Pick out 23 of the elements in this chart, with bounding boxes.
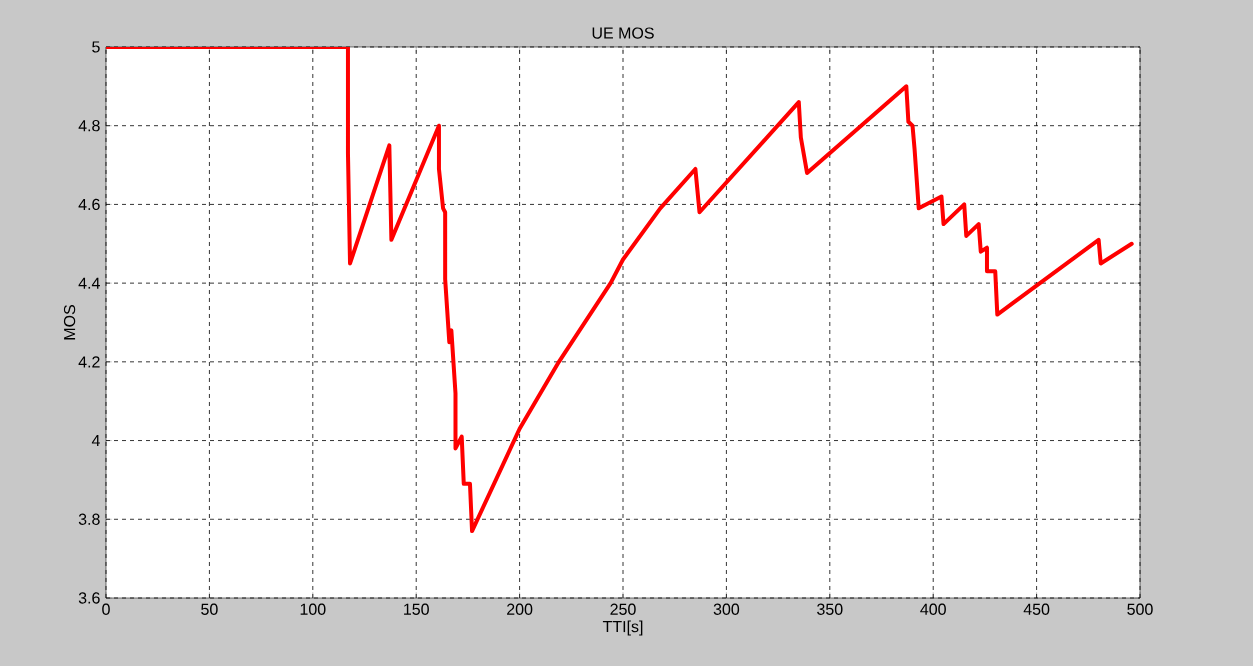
x-tick-label: 350 [817, 603, 843, 615]
y-tick-label: 3.6 [78, 592, 100, 604]
y-tick-label: 3.8 [78, 513, 100, 525]
x-tick-label: 100 [300, 603, 326, 615]
y-tick-label: 4.4 [78, 277, 100, 289]
x-tick-label: 250 [610, 603, 636, 615]
y-tick-label: 5 [92, 41, 100, 53]
y-axis-title: MOS [63, 305, 76, 340]
x-tick-label: 200 [507, 603, 533, 615]
x-tick-label: 400 [920, 603, 946, 615]
x-tick-label: 150 [404, 603, 429, 615]
x-tick-label: 500 [1127, 603, 1153, 615]
x-tick-label: 450 [1023, 603, 1050, 615]
y-tick-label: 4.8 [78, 120, 100, 132]
y-tick-label: 4.2 [78, 356, 100, 368]
x-tick-label: 50 [201, 603, 218, 615]
chart-title: UE MOS [592, 27, 654, 39]
y-tick-label: 4.6 [78, 198, 100, 211]
x-tick-label: 0 [102, 603, 110, 615]
x-tick-label: 300 [713, 603, 740, 615]
x-axis-title: TTI[s] [602, 620, 643, 636]
line-series [106, 46, 1134, 534]
y-tick-label: 4 [91, 435, 100, 447]
